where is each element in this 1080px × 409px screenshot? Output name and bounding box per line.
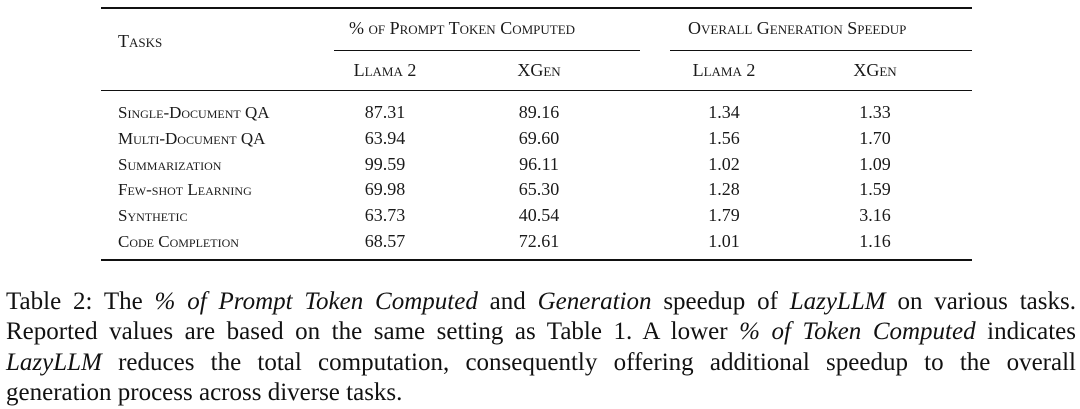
caption-indicates: indicates [975,318,1076,346]
table-caption: Table 2: The % of Prompt Token Computed … [6,287,1076,408]
caption-speedup-of: speedup of [651,288,790,315]
table-cell: 1.33 [859,102,891,122]
table-cell: 1.70 [859,128,891,148]
table-cell: 89.16 [518,102,560,122]
caption-generation: Generation [537,288,652,315]
caption-lazyllm: LazyLLM [789,288,886,315]
header-sub-xgen-b: XGen [853,60,897,80]
table-cell: 1.59 [859,179,891,199]
row-label: Multi-Document QA [118,129,266,148]
table-cell: 65.30 [518,179,560,199]
row-label: Code Completion [118,232,239,251]
header-group-prompt-token: % of Prompt Token Computed [349,18,576,38]
caption-lazyllm-2: LazyLLM [6,348,102,376]
table-cell: 72.61 [518,231,560,251]
group1-cmidrule [334,50,640,51]
group2-cmidrule [670,50,972,51]
table-cell: 1.01 [708,231,740,251]
header-tasks: Tasks [118,31,163,51]
table-cell: 99.59 [364,154,406,174]
caption-label: Table 2: The [6,288,155,315]
table-cell: 3.16 [859,205,891,225]
caption-pct-token: % of Token Computed [739,318,976,346]
table-bottom-rule [101,259,972,261]
row-label: Synthetic [118,206,188,225]
table-cell: 1.09 [859,154,891,174]
table-cell: 87.31 [364,102,406,122]
row-label: Single-Document QA [118,103,270,122]
caption-pct-prompt: % of Prompt Token Computed [154,288,478,315]
table-header-rule [101,90,972,91]
table-top-rule [101,7,972,9]
header-sub-xgen-a: XGen [517,60,561,80]
table-cell: 1.79 [708,205,740,225]
header-group-speedup: Overall Generation Speedup [688,18,907,38]
table-cell: 1.34 [708,102,740,122]
table-cell: 96.11 [519,154,559,174]
caption-rest2: reduces the total computation, consequen… [6,348,1076,406]
caption-and: and [477,288,538,315]
table-cell: 1.02 [708,154,740,174]
caption-rest1: on various tasks. Reported values are ba… [6,288,1076,346]
table-cell: 63.94 [364,128,406,148]
row-label: Summarization [118,155,222,174]
table-cell: 1.28 [708,179,740,199]
table-cell: 68.57 [364,231,406,251]
row-label: Few-shot Learning [118,180,252,199]
table-cell: 63.73 [364,205,406,225]
header-sub-llama2-a: Llama 2 [353,60,417,80]
table-cell: 1.56 [708,128,740,148]
table-cell: 69.60 [518,128,560,148]
header-sub-llama2-b: Llama 2 [692,60,756,80]
table-cell: 69.98 [364,179,406,199]
table-cell: 40.54 [518,205,560,225]
table-cell: 1.16 [859,231,891,251]
